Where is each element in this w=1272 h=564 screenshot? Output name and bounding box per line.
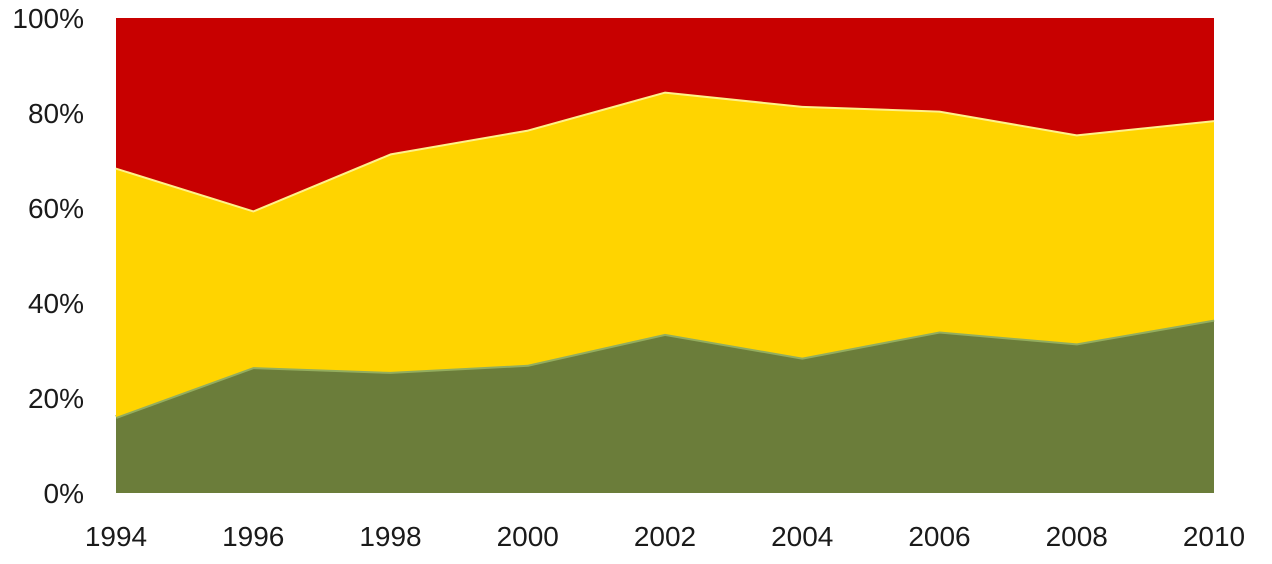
x-tick-label: 2006 [908, 521, 970, 552]
x-tick-label: 2010 [1183, 521, 1245, 552]
y-tick-label: 100% [12, 3, 84, 34]
y-tick-label: 60% [28, 193, 84, 224]
x-tick-label: 2008 [1046, 521, 1108, 552]
x-axis-tick-labels: 1994 1996 1998 2000 2002 2004 2006 2008 2010 [85, 521, 1245, 552]
y-tick-label: 0% [44, 478, 84, 509]
x-tick-label: 2002 [634, 521, 696, 552]
x-tick-label: 2000 [497, 521, 559, 552]
area-series-2 [116, 91, 1214, 417]
x-tick-label: 2004 [771, 521, 833, 552]
x-tick-label: 1998 [359, 521, 421, 552]
area-series-1 [116, 319, 1214, 493]
chart-areas [115, 18, 1215, 493]
y-axis-tick-labels: 0% 20% 40% 60% 80% 100% [12, 3, 84, 509]
x-tick-label: 1996 [222, 521, 284, 552]
x-tick-label: 1994 [85, 521, 147, 552]
y-tick-label: 80% [28, 98, 84, 129]
area-series-3 [116, 18, 1214, 211]
y-tick-label: 20% [28, 383, 84, 414]
y-tick-label: 40% [28, 288, 84, 319]
